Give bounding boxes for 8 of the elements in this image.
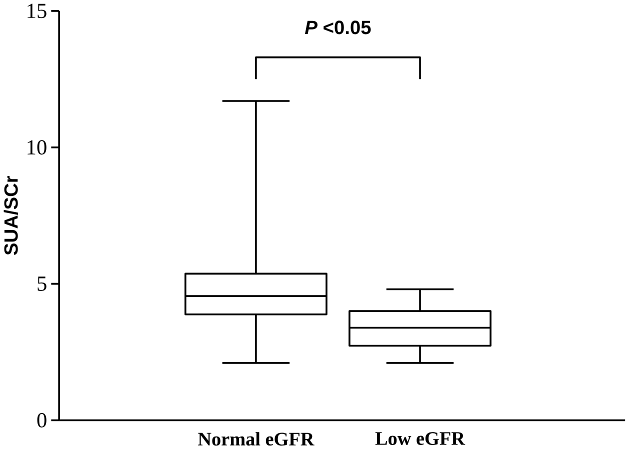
y-axis-title: SUA/SCr xyxy=(4,176,18,255)
x-tick-label: Normal eGFR xyxy=(198,432,314,446)
y-tick-label: 10 xyxy=(28,140,46,154)
y-tick-label: 5 xyxy=(38,276,46,291)
x-tick-label: Low eGFR xyxy=(375,432,466,445)
y-tick-label: 15 xyxy=(28,4,46,18)
annotation: P <0.05 xyxy=(305,20,371,34)
y-tick-label: 0 xyxy=(37,412,46,428)
